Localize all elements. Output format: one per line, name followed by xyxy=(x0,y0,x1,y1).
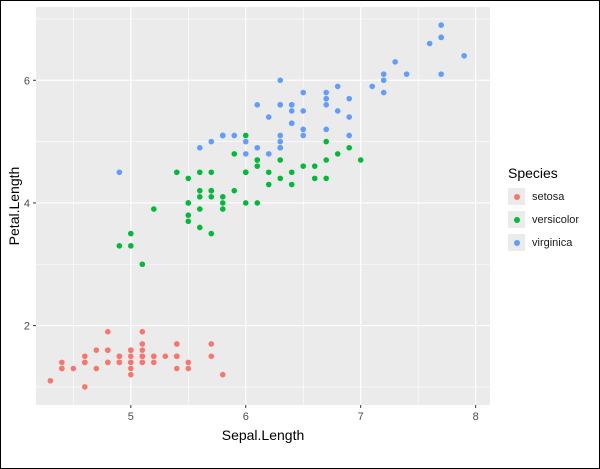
svg-text:2: 2 xyxy=(24,321,30,333)
legend-title: Species xyxy=(508,165,558,181)
major-gridlines xyxy=(36,7,490,405)
plot-panel xyxy=(36,7,490,405)
y-axis-ticks: 2 4 6 xyxy=(24,75,36,333)
svg-text:6: 6 xyxy=(243,411,249,423)
minor-gridlines xyxy=(36,7,490,405)
x-axis-ticks: 5 6 7 8 xyxy=(128,405,479,423)
legend-item-virginica: virginica xyxy=(508,231,579,254)
svg-text:4: 4 xyxy=(24,198,30,210)
x-axis-label: Sepal.Length xyxy=(222,427,305,443)
legend: Species setosa versicolor virginica xyxy=(508,165,579,254)
data-points xyxy=(47,22,467,390)
svg-text:5: 5 xyxy=(128,411,134,423)
legend-dot-icon xyxy=(513,239,520,246)
svg-text:8: 8 xyxy=(473,411,479,423)
legend-dot-icon xyxy=(513,216,520,223)
legend-dot-icon xyxy=(513,193,520,200)
legend-item-versicolor: versicolor xyxy=(508,208,579,231)
legend-item-setosa: setosa xyxy=(508,185,579,208)
svg-text:6: 6 xyxy=(24,75,30,87)
y-axis-label: Petal.Length xyxy=(6,167,22,246)
svg-text:7: 7 xyxy=(358,411,364,423)
